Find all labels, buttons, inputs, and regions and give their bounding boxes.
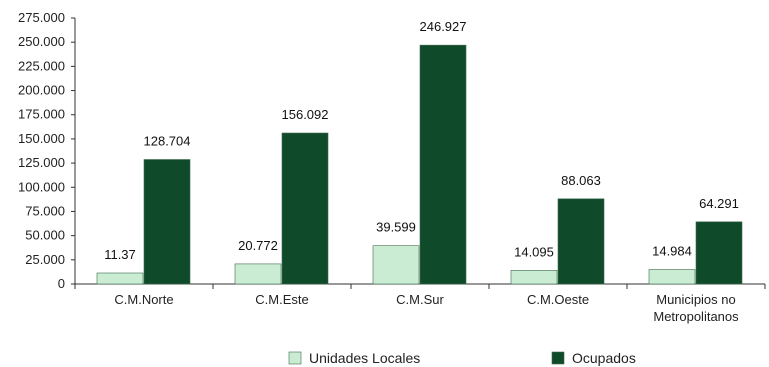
y-tick-label: 100.000: [18, 179, 65, 194]
data-label: 128.704: [144, 134, 191, 149]
y-tick-label: 50.000: [25, 228, 65, 243]
y-tick-label: 250.000: [18, 34, 65, 49]
bar-unidades-locales: [96, 272, 144, 285]
category-label: Municipios no: [656, 292, 736, 307]
legend-swatch: [288, 351, 302, 365]
y-tick-label: 200.000: [18, 83, 65, 98]
data-label: 64.291: [699, 196, 739, 211]
legend: Unidades Locales Ocupados: [288, 350, 636, 366]
bar-ocupados: [419, 44, 467, 285]
data-labels: 11.37 20.772 39.599 14.095 14.984 128.704 156.…: [104, 19, 739, 262]
category-label: C.M.Este: [255, 292, 308, 307]
bar-ocupados: [281, 132, 329, 285]
y-tick-label: 150.000: [18, 131, 65, 146]
data-label: 246.927: [420, 19, 467, 34]
y-tick-label: 125.000: [18, 155, 65, 170]
y-tick-label: 175.000: [18, 107, 65, 122]
data-label: 14.095: [514, 244, 554, 259]
legend-swatch: [551, 351, 565, 365]
bar-ocupados: [695, 221, 743, 285]
y-tick-label: 0: [58, 276, 65, 291]
data-label: 39.599: [376, 220, 416, 235]
data-label: 88.063: [561, 173, 601, 188]
bar-unidades-locales: [234, 263, 282, 285]
category-label: C.M.Norte: [114, 292, 173, 307]
data-label: 156.092: [282, 107, 329, 122]
category-labels: C.M.Norte C.M.Este C.M.Sur C.M.Oeste Municip…: [114, 292, 739, 324]
data-label: 11.37: [104, 247, 136, 262]
bar-ocupados: [557, 198, 605, 285]
bar-unidades-locales: [372, 245, 420, 285]
bar-unidades-locales: [648, 269, 696, 285]
y-tick-label: 275.000: [18, 10, 65, 25]
bar-unidades-locales: [510, 270, 558, 285]
category-label: C.M.Oeste: [527, 292, 589, 307]
bars: [96, 44, 743, 285]
legend-label: Ocupados: [572, 350, 636, 366]
legend-label: Unidades Locales: [309, 350, 420, 366]
category-label: Metropolitanos: [653, 309, 739, 324]
y-tick-label: 225.000: [18, 58, 65, 73]
y-tick-label: 75.000: [25, 203, 65, 218]
axes: 0 25.000 50.000 75.000 100.000 125.000 150.000…: [18, 10, 766, 291]
data-label: 20.772: [238, 238, 278, 253]
bar-ocupados: [143, 159, 191, 285]
data-label: 14.984: [652, 244, 692, 259]
y-tick-label: 25.000: [25, 252, 65, 267]
category-label: C.M.Sur: [396, 292, 444, 307]
